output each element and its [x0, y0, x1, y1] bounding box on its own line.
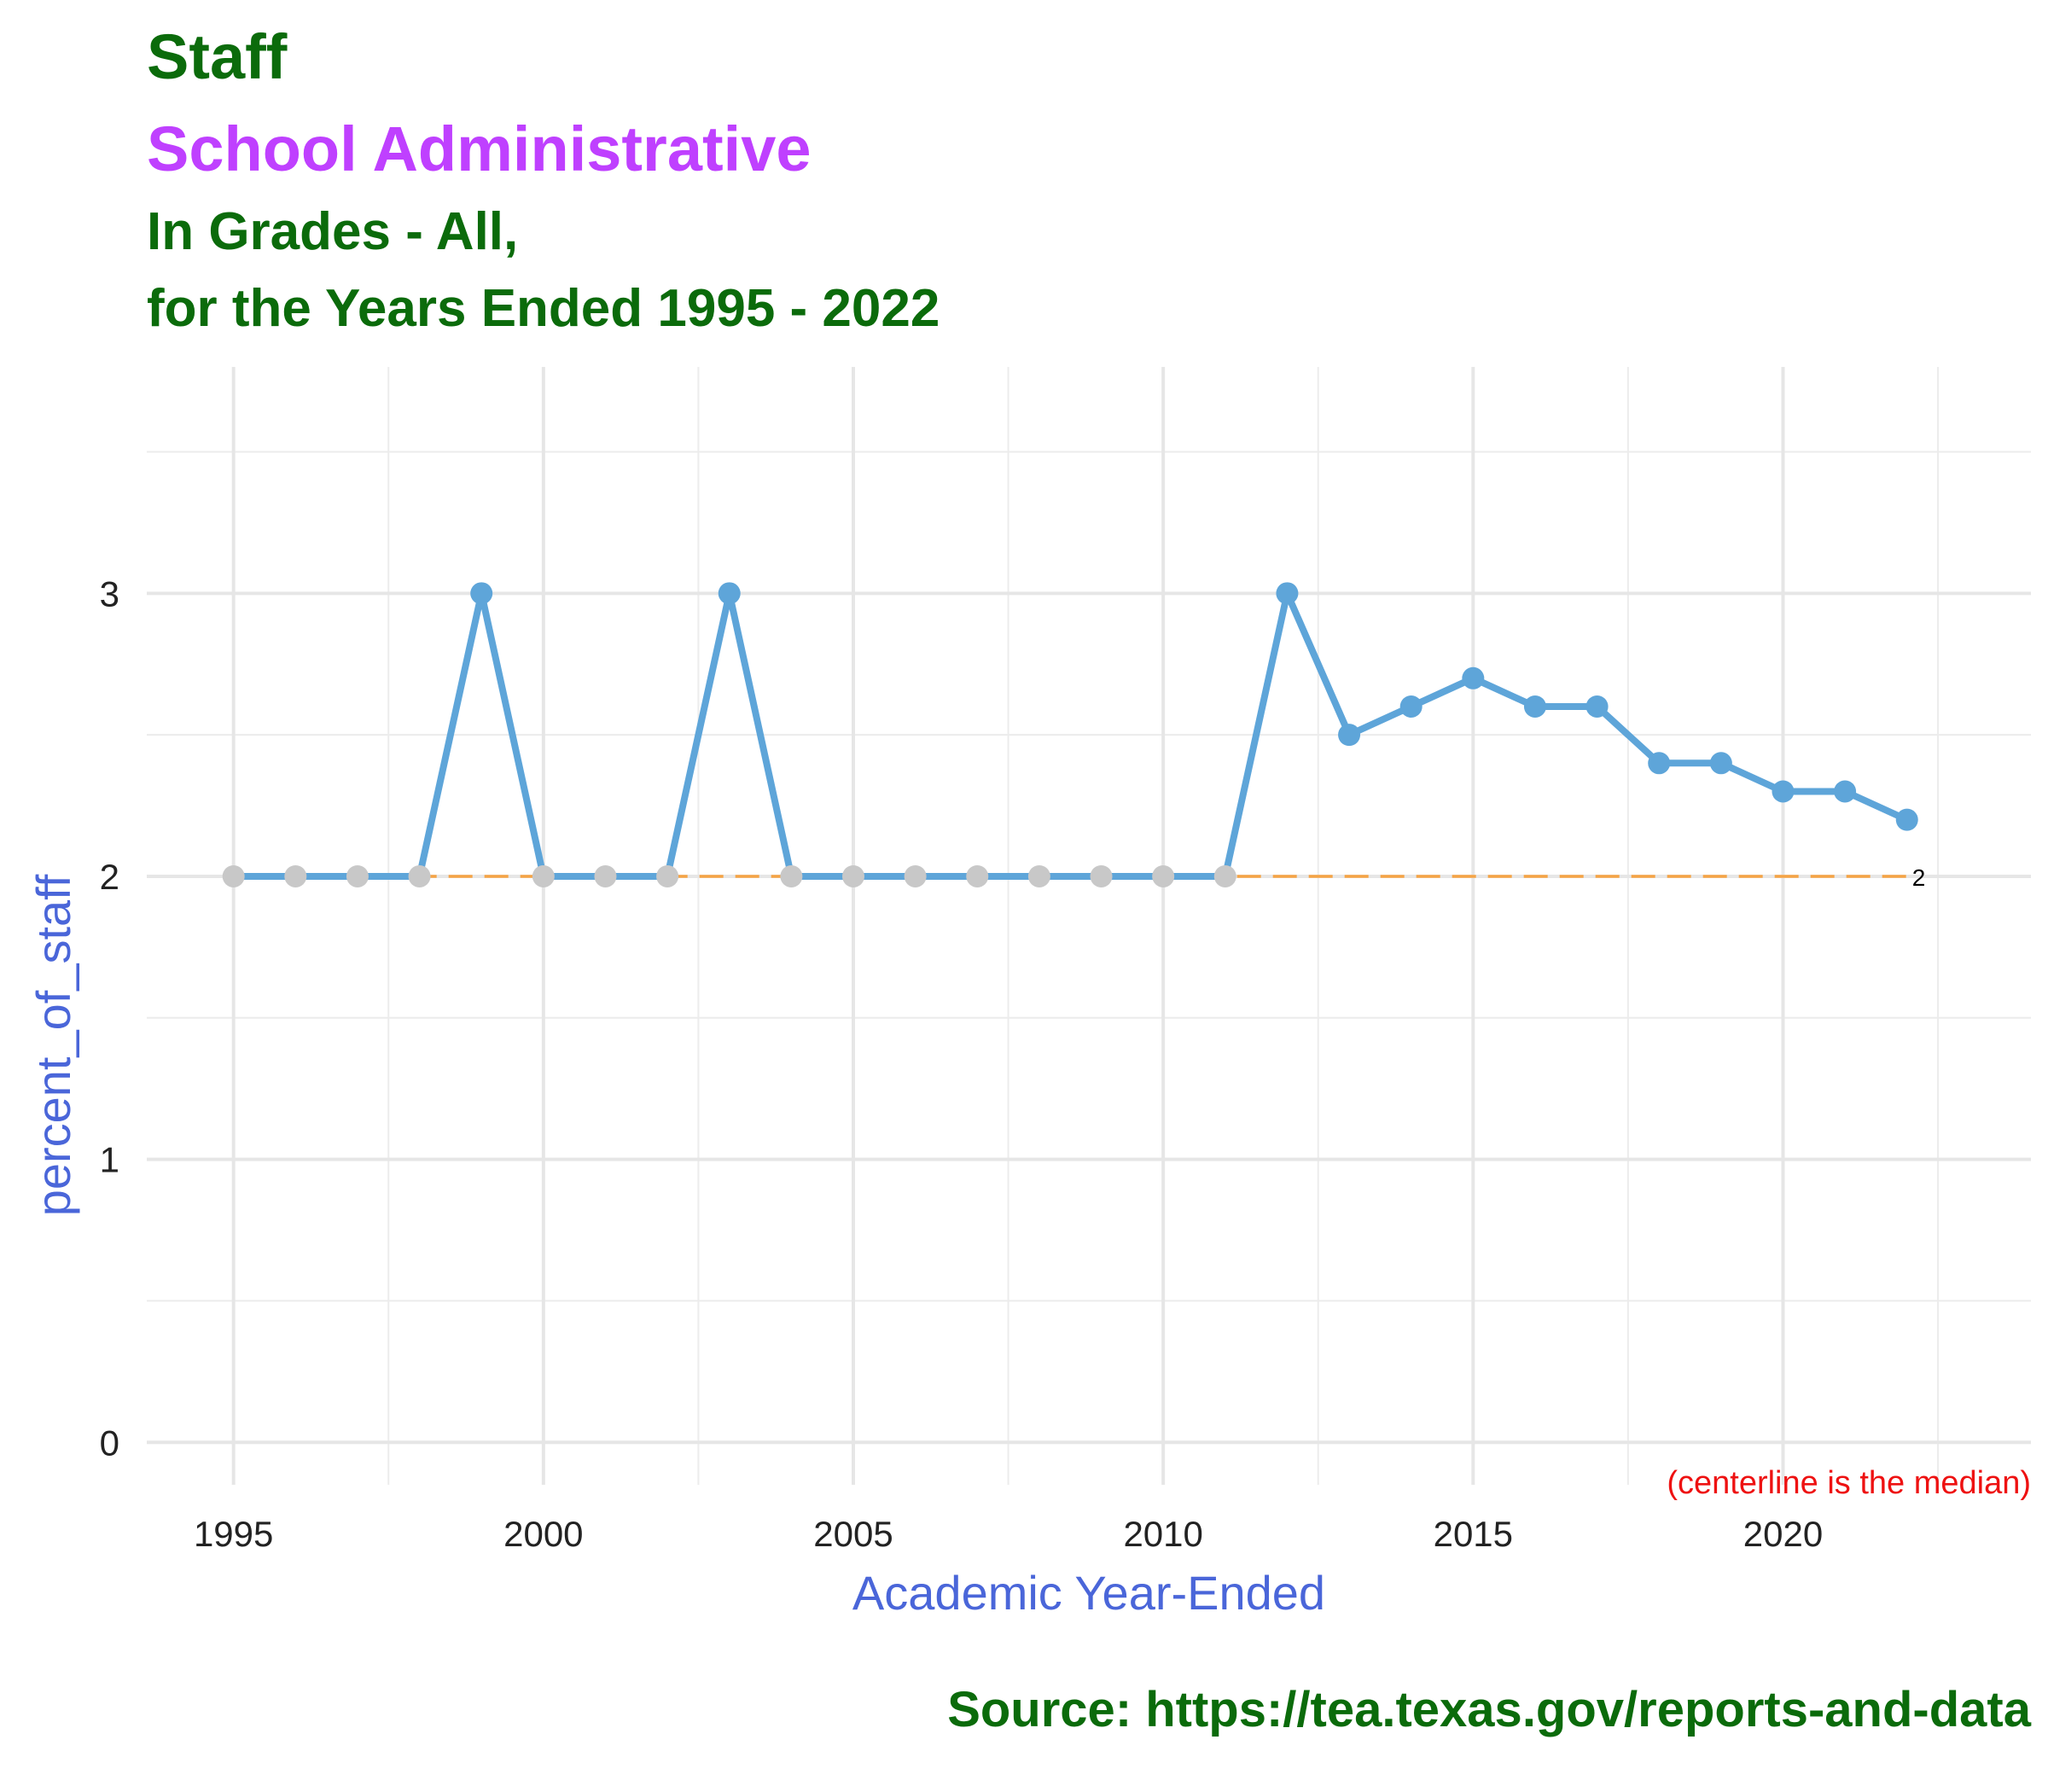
data-point [1462, 666, 1485, 689]
data-point [656, 864, 679, 887]
data-point [1585, 695, 1609, 718]
data-point [1090, 864, 1113, 887]
data-point [1709, 752, 1732, 775]
data-point [1276, 582, 1299, 605]
data-point [718, 582, 741, 605]
data-point [594, 864, 617, 887]
series-polyline [230, 590, 1911, 880]
data-point [1648, 752, 1671, 775]
y-tick-label: 1 [100, 1140, 119, 1180]
data-point [284, 864, 307, 887]
data-point [1338, 724, 1361, 747]
data-point [1213, 864, 1236, 887]
data-point [1399, 695, 1423, 718]
data-point [532, 864, 555, 887]
data-point [470, 582, 493, 605]
x-tick-label: 2010 [1123, 1514, 1202, 1554]
data-point [966, 864, 989, 887]
data-point [780, 864, 803, 887]
x-tick-label: 2015 [1434, 1514, 1513, 1554]
x-tick-label: 2020 [1743, 1514, 1823, 1554]
data-point [222, 864, 245, 887]
source-caption: Source: https://tea.texas.gov/reports-an… [947, 1682, 2031, 1737]
data-points [222, 582, 1918, 887]
y-tick-label: 2 [100, 857, 119, 897]
median-note: (centerline is the median) [1667, 1465, 2031, 1501]
chart-subtitle-grades: In Grades - All, [147, 202, 519, 261]
data-point [1772, 780, 1795, 803]
data-point [904, 864, 927, 887]
y-tick-label: 0 [100, 1423, 119, 1463]
y-axis-title: percent_of_staff [26, 874, 80, 1216]
chart-subtitle-years: for the Years Ended 1995 - 2022 [147, 279, 940, 338]
axis-labels: 0 1 2 3 1995 2000 2005 2010 2015 2020 Academic Yea… [26, 573, 2031, 1620]
data-point [842, 864, 864, 887]
data-point [346, 864, 369, 887]
data-point [1834, 780, 1857, 803]
grid-lines [147, 367, 2031, 1485]
data-point [1523, 695, 1546, 718]
y-tick-label: 3 [100, 573, 119, 614]
data-point [408, 864, 431, 887]
x-axis-title: Academic Year-Ended [852, 1566, 1325, 1620]
data-point [1895, 808, 1918, 831]
series-line [230, 590, 1911, 880]
chart-title: Staff [147, 21, 288, 92]
chart-subtitle-category: School Administrative [147, 113, 812, 184]
data-point [1027, 864, 1050, 887]
data-point [1152, 864, 1175, 887]
x-tick-label: 2000 [503, 1514, 583, 1554]
median-value-label: 2 [1912, 864, 1926, 891]
x-tick-label: 2005 [813, 1514, 893, 1554]
x-tick-label: 1995 [194, 1514, 273, 1554]
